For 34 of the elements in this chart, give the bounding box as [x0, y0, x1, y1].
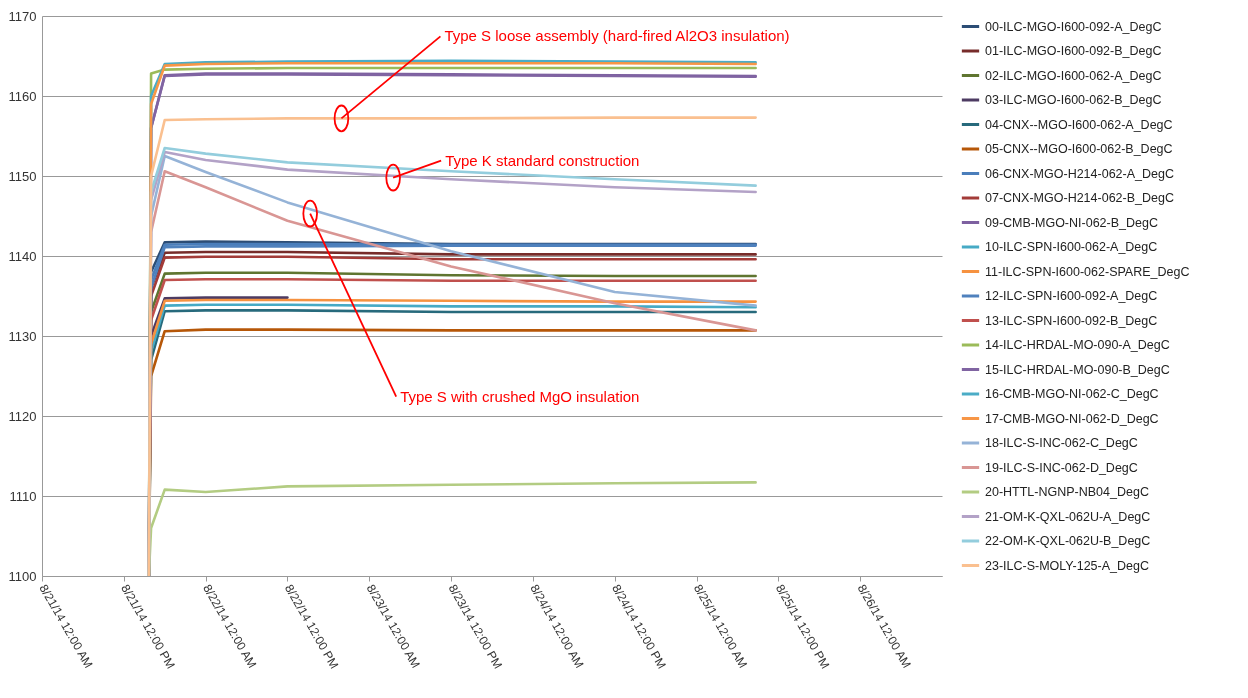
legend-label: 09-CMB-MGO-NI-062-B_DegC [985, 215, 1158, 230]
y-tick-label: 1150 [8, 168, 37, 184]
annotation: Type S loose assembly (hard-fired Al2O3 insulation) [444, 27, 790, 45]
legend-label: 12-ILC-SPN-I600-092-A_DegC [985, 289, 1158, 303]
y-tick-label: 1140 [8, 248, 37, 264]
legend-label: 03-ILC-MGO-I600-062-B_DegC [985, 93, 1162, 107]
y-tick-label: 1100 [8, 568, 37, 584]
legend-label: 10-ILC-SPN-I600-062-A_DegC [985, 240, 1158, 254]
y-tick-label: 1130 [8, 328, 37, 344]
legend-label: 11-ILC-SPN-I600-062-SPARE_DegC [985, 264, 1190, 279]
legend-label: 21-OM-K-QXL-062U-A_DegC [985, 509, 1151, 524]
legend-label: 07-CNX-MGO-H214-062-B_DegC [985, 191, 1174, 205]
legend-label: 19-ILC-S-INC-062-D_DegC [985, 460, 1138, 475]
legend-label: 14-ILC-HRDAL-MO-090-A_DegC [985, 338, 1170, 352]
legend-label: 23-ILC-S-MOLY-125-A_DegC [985, 558, 1149, 573]
annotation: Type S with crushed MgO insulation [400, 387, 640, 405]
legend-label: 02-ILC-MGO-I600-062-A_DegC [985, 68, 1162, 83]
y-tick-label: 1160 [8, 88, 37, 104]
legend-label: 17-CMB-MGO-NI-062-D_DegC [985, 411, 1159, 426]
legend-label: 22-OM-K-QXL-062U-B_DegC [985, 534, 1151, 548]
legend-label: 20-HTTL-NGNP-NB04_DegC [985, 485, 1149, 499]
legend-label: 06-CNX-MGO-H214-062-A_DegC [985, 166, 1174, 181]
legend-label: 13-ILC-SPN-I600-092-B_DegC [985, 313, 1158, 328]
y-tick-label: 1170 [8, 8, 37, 24]
annotation: Type K standard construction [445, 151, 640, 169]
legend-label: 04-CNX--MGO-I600-062-A_DegC [985, 117, 1173, 132]
legend-label: 01-ILC-MGO-I600-092-B_DegC [985, 44, 1162, 58]
y-tick-label: 1120 [8, 408, 37, 424]
legend-label: 00-ILC-MGO-I600-092-A_DegC [985, 19, 1162, 34]
legend-label: 16-CMB-MGO-NI-062-C_DegC [985, 387, 1159, 401]
legend-label: 18-ILC-S-INC-062-C_DegC [985, 436, 1138, 450]
legend-label: 15-ILC-HRDAL-MO-090-B_DegC [985, 362, 1170, 377]
y-tick-label: 1110 [9, 488, 37, 504]
legend-label: 05-CNX--MGO-I600-062-B_DegC [985, 142, 1173, 156]
